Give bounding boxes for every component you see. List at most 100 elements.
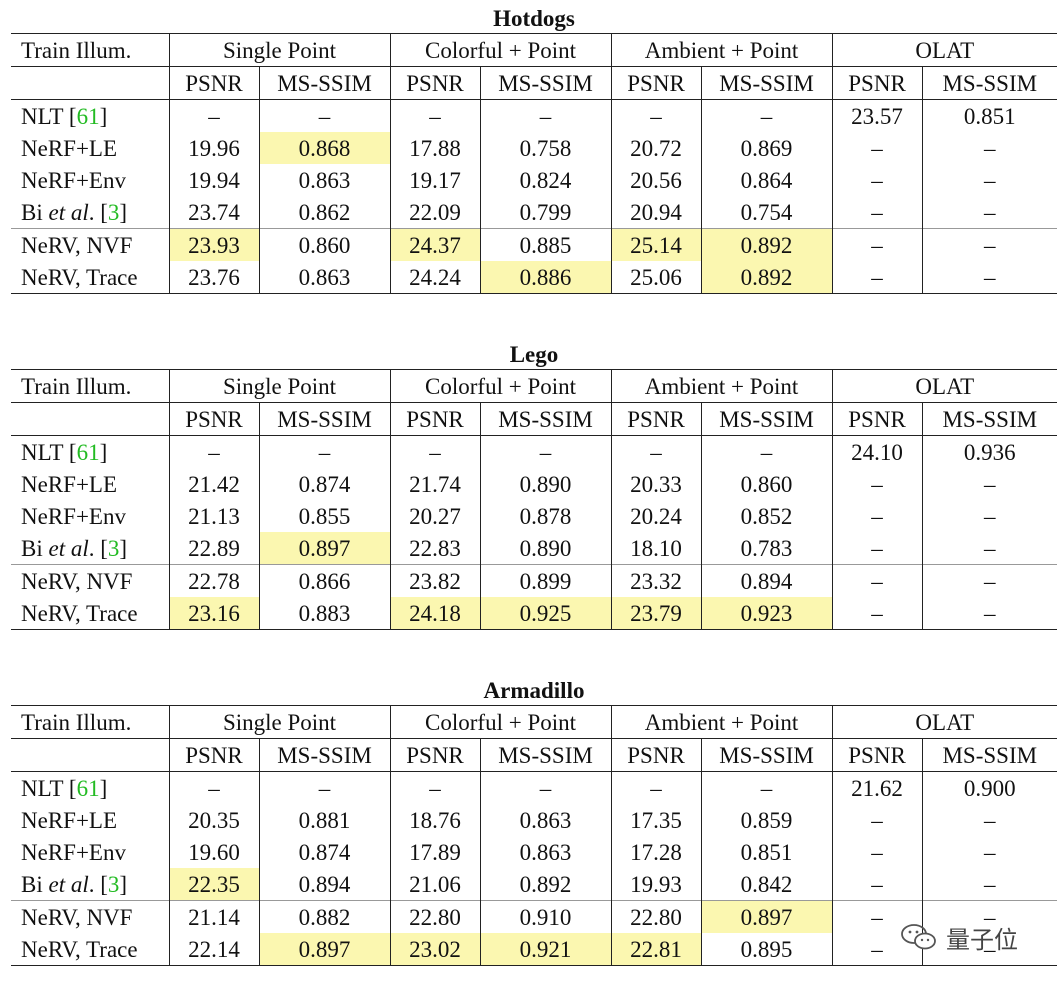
table-title: Lego xyxy=(509,342,559,367)
row-nerf-env: NeRF+Env 19.94 0.863 19.17 0.824 20.56 0.864– – xyxy=(11,164,1057,196)
method-label: NeRV, NVF xyxy=(11,900,170,933)
metric-ms-ssim: MS-SSIM xyxy=(259,402,391,436)
value-cell-best: 24.18 xyxy=(390,597,481,630)
value-cell: 22.83 xyxy=(390,532,481,565)
method-label: Bi et al. [3] xyxy=(11,196,170,229)
value-cell-best: 23.16 xyxy=(169,597,260,630)
metric-ms-ssim: MS-SSIM xyxy=(701,66,833,100)
value-cell: – xyxy=(832,500,923,532)
metric-ms-ssim: MS-SSIM xyxy=(922,402,1058,436)
value-cell: – xyxy=(611,435,702,468)
metric-psnr: PSNR xyxy=(832,66,923,100)
value-cell: – xyxy=(701,771,833,804)
method-name: Bi xyxy=(21,535,49,561)
value-cell: – xyxy=(701,99,833,132)
method-name: Bi xyxy=(21,199,49,225)
row-nerv-nvf: NeRV, NVF 21.14 0.882 22.80 0.910 22.80 0.897–… xyxy=(11,900,1058,933)
group-olat: OLAT xyxy=(832,369,1058,403)
method-suffix: ] xyxy=(119,535,128,561)
value-cell: 21.14 xyxy=(169,900,260,933)
row-nlt: NLT [61] – – – – – –21.62 0.900 xyxy=(11,771,1057,804)
value-cell: 0.859 xyxy=(701,804,833,836)
results-table: Train Illum. Single Point Colorful + Point… xyxy=(11,33,1058,294)
citation-link[interactable]: 61 xyxy=(76,439,100,465)
value-cell: – xyxy=(832,468,923,500)
value-cell: 0.783 xyxy=(701,532,833,565)
value-cell: – xyxy=(832,804,923,836)
value-cell: – xyxy=(832,868,923,901)
value-cell: 0.863 xyxy=(259,261,391,294)
value-cell: – xyxy=(169,99,260,132)
value-cell: – xyxy=(390,771,481,804)
citation-link[interactable]: 3 xyxy=(107,199,120,225)
method-label: Bi et al. [3] xyxy=(11,532,170,565)
value-cell: 23.82 xyxy=(390,564,481,597)
value-cell-best: 0.921 xyxy=(480,933,612,966)
value-cell: 17.88 xyxy=(390,132,481,164)
row-nerv-nvf: NeRV, NVF 23.93 0.860 24.37 0.885 25.14 0.892–… xyxy=(11,228,1058,261)
value-cell: – xyxy=(984,167,996,193)
citation-link[interactable]: 3 xyxy=(107,535,120,561)
value-cell: – xyxy=(480,435,612,468)
method-name: NLT [ xyxy=(21,439,77,465)
value-cell-best: 23.02 xyxy=(390,933,481,966)
value-cell: – xyxy=(984,135,996,161)
value-cell: 0.852 xyxy=(701,500,833,532)
value-cell: 20.24 xyxy=(611,500,702,532)
value-cell: 0.863 xyxy=(480,836,612,868)
method-label: NeRF+LE xyxy=(11,132,170,164)
value-cell-best: 0.925 xyxy=(480,597,612,630)
group-header-row: Train Illum. Single Point Colorful + Point… xyxy=(11,369,1058,403)
method-label: NeRF+Env xyxy=(11,836,170,868)
value-cell: 0.758 xyxy=(480,132,612,164)
method-mid: . [ xyxy=(88,199,108,225)
value-cell: – xyxy=(984,839,996,865)
value-cell: 0.936 xyxy=(963,439,1016,465)
value-cell: – xyxy=(259,435,391,468)
value-cell: – xyxy=(259,771,391,804)
metric-header-row: PSNR MS-SSIM PSNR MS-SSIM PSNR MS-SSIM PSNR MS-… xyxy=(11,402,1058,436)
value-cell: 0.863 xyxy=(480,804,612,836)
value-cell: 0.882 xyxy=(259,900,391,933)
method-label: NeRV, Trace xyxy=(11,933,170,966)
value-cell: 0.894 xyxy=(259,868,391,901)
row-nerf-env: NeRF+Env 19.60 0.874 17.89 0.863 17.28 0.851– – xyxy=(11,836,1057,868)
value-cell: 0.799 xyxy=(480,196,612,229)
citation-link[interactable]: 61 xyxy=(76,775,100,801)
value-cell-best: 23.93 xyxy=(169,228,260,261)
value-cell: 23.32 xyxy=(611,564,702,597)
metric-ms-ssim: MS-SSIM xyxy=(922,738,1058,772)
value-cell: – xyxy=(922,261,1058,294)
value-cell: 0.869 xyxy=(701,132,833,164)
value-cell: – xyxy=(922,597,1058,630)
value-cell: 20.35 xyxy=(169,804,260,836)
value-cell: 0.910 xyxy=(480,900,612,933)
citation-link[interactable]: 3 xyxy=(107,871,120,897)
value-cell: – xyxy=(832,228,923,261)
metric-ms-ssim: MS-SSIM xyxy=(259,738,391,772)
value-cell: – xyxy=(922,933,1058,966)
value-cell: 18.76 xyxy=(390,804,481,836)
row-nlt: NLT [61] – – – – – –23.57 0.851 xyxy=(11,99,1057,132)
metric-psnr: PSNR xyxy=(390,402,481,436)
citation-link[interactable]: 61 xyxy=(76,103,100,129)
value-cell: – xyxy=(832,597,923,630)
results-block-lego: Lego Train Illum. Single Point Colorful + P… xyxy=(11,341,1058,630)
value-cell: 0.899 xyxy=(480,564,612,597)
value-cell-best: 0.892 xyxy=(701,261,833,294)
value-cell: – xyxy=(701,435,833,468)
value-cell: 21.13 xyxy=(169,500,260,532)
value-cell: – xyxy=(611,99,702,132)
watermark-text: 量子位 xyxy=(946,925,1018,954)
value-cell: 0.851 xyxy=(963,103,1016,129)
value-cell: 17.89 xyxy=(390,836,481,868)
value-cell: 20.72 xyxy=(611,132,702,164)
value-cell: 17.28 xyxy=(611,836,702,868)
value-cell-best: 0.897 xyxy=(259,933,391,966)
value-cell-best: 25.14 xyxy=(611,228,702,261)
value-cell: – xyxy=(984,503,996,529)
metric-psnr: PSNR xyxy=(169,66,260,100)
group-ambient-point: Ambient + Point xyxy=(611,705,833,739)
method-label: NLT [61] xyxy=(11,99,170,132)
value-cell: – xyxy=(984,871,996,897)
